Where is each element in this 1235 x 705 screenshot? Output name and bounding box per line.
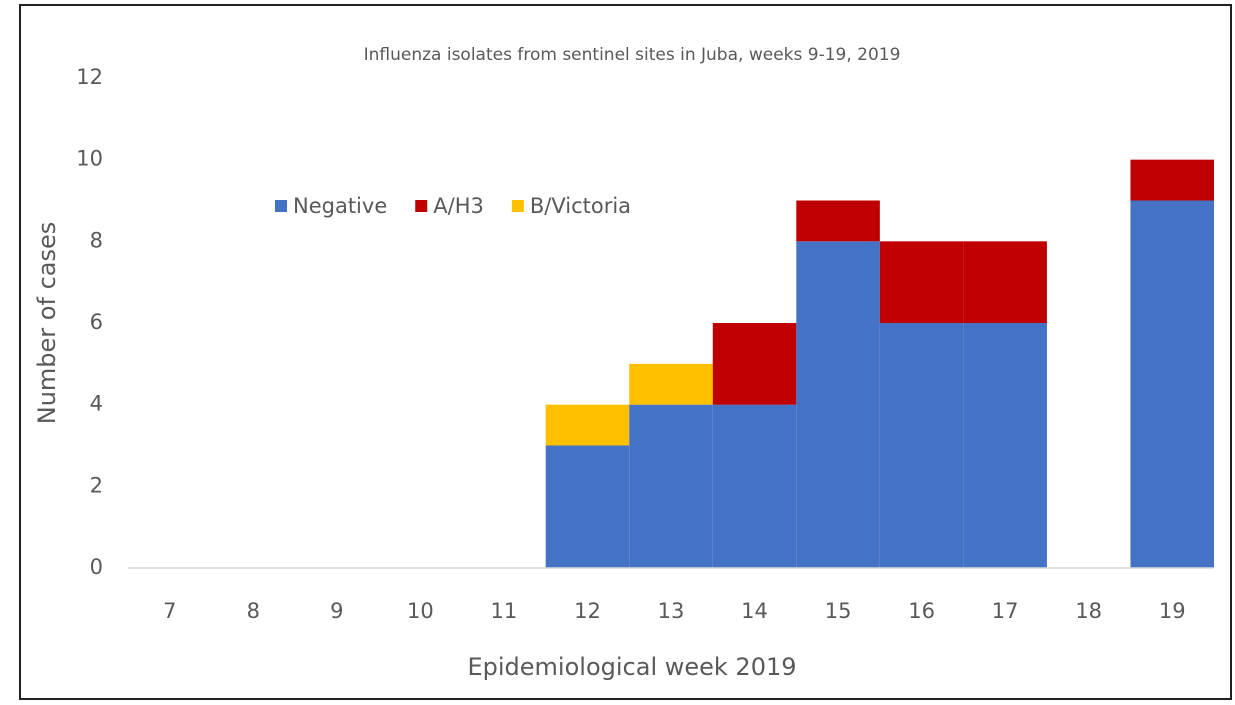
bar-segment [879, 323, 964, 568]
legend-label: B/Victoria [530, 194, 631, 218]
x-tick-label: 12 [574, 599, 601, 623]
bar-segment [963, 323, 1047, 568]
bar-segment [629, 404, 713, 568]
y-axis-label: Number of cases [33, 222, 61, 424]
x-tick-label: 15 [825, 599, 852, 623]
frame [19, 4, 1232, 700]
bar-segment [1130, 200, 1214, 568]
x-axis-label: Epidemiological week 2019 [467, 653, 796, 681]
x-tick-label: 18 [1075, 599, 1102, 623]
x-tick-label: 17 [992, 599, 1019, 623]
y-tick-label: 12 [76, 65, 103, 89]
x-tick-label: 9 [330, 599, 343, 623]
bar-segment [796, 200, 880, 242]
bar-segment [545, 445, 630, 568]
bar-segment [879, 241, 964, 323]
x-tick-label: 11 [491, 599, 518, 623]
legend-swatch [415, 200, 428, 212]
bar-segment [712, 323, 797, 405]
bar-segment [963, 241, 1047, 323]
legend-swatch [275, 200, 287, 212]
x-tick-label: 10 [407, 599, 434, 623]
bar-segment [545, 404, 630, 446]
legend-label: Negative [293, 194, 387, 218]
x-tick-label: 16 [908, 599, 935, 623]
y-tick-label: 2 [90, 473, 103, 497]
x-tick-label: 13 [658, 599, 685, 623]
bar-segment [629, 363, 713, 405]
y-tick-label: 4 [90, 392, 103, 416]
bar-segment [712, 404, 797, 568]
x-tick-label: 19 [1159, 599, 1186, 623]
x-tick-label: 7 [163, 599, 176, 623]
bar-segment [796, 241, 880, 569]
y-tick-label: 10 [76, 147, 103, 171]
y-tick-label: 0 [90, 555, 103, 579]
y-tick-label: 8 [90, 228, 103, 252]
y-tick-label: 6 [90, 310, 103, 334]
x-tick-label: 14 [741, 599, 768, 623]
bar-segment [1130, 159, 1214, 201]
legend-label: A/H3 [433, 194, 484, 218]
x-tick-label: 8 [247, 599, 260, 623]
chart-title: Influenza isolates from sentinel sites i… [364, 45, 901, 65]
legend-swatch [511, 200, 524, 212]
